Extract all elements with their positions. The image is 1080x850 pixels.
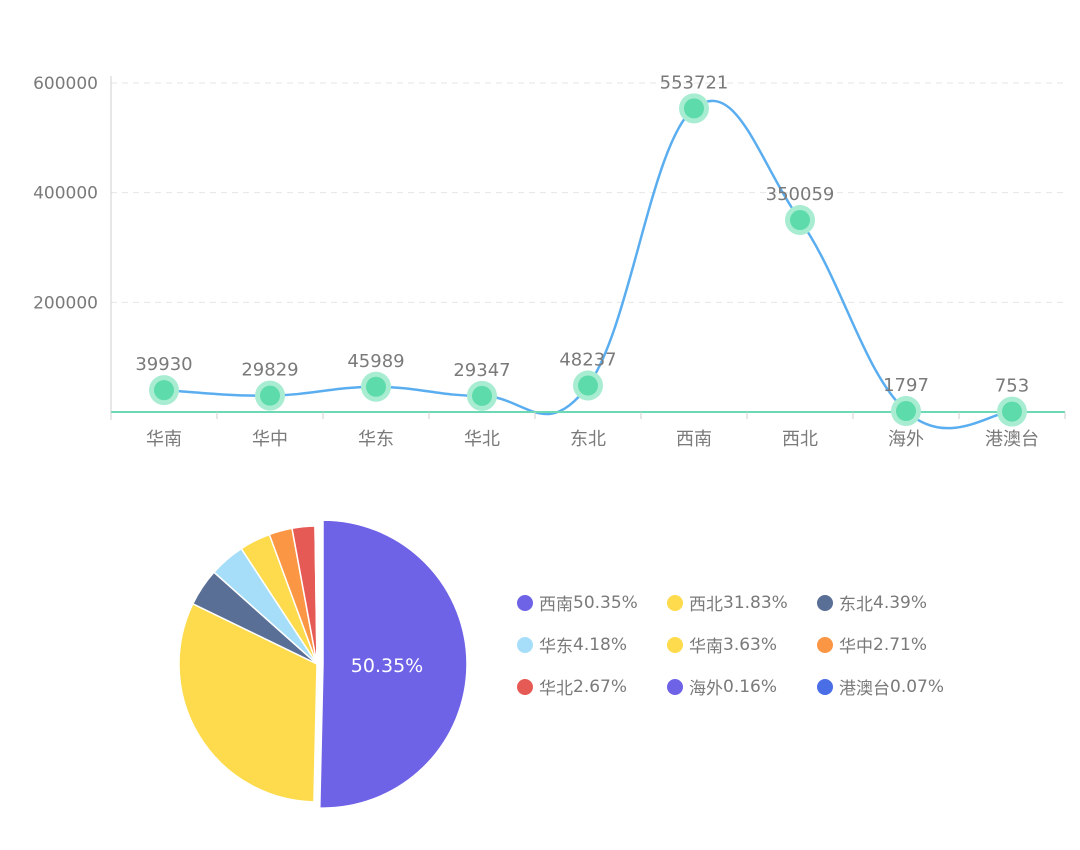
legend-dot-icon <box>667 594 683 611</box>
legend-label: 华南 <box>689 637 723 657</box>
pie-slice <box>178 602 318 803</box>
data-label: 350059 <box>766 184 835 205</box>
data-label: 48237 <box>559 350 616 371</box>
legend-label: 华中 <box>839 637 873 657</box>
legend-item[interactable]: 海外 0.16% <box>667 676 817 699</box>
pie-slice <box>319 519 468 809</box>
data-point <box>790 210 810 231</box>
legend-item[interactable]: 西南 50.35% <box>517 592 667 615</box>
data-label: 29347 <box>453 360 510 381</box>
legend-item[interactable]: 东北 4.39% <box>817 592 967 615</box>
legend-dot-icon <box>517 636 533 653</box>
data-label: 45989 <box>347 351 404 372</box>
x-tick-label: 港澳台 <box>985 429 1039 450</box>
series-line <box>163 99 1013 430</box>
x-tick-label: 华东 <box>358 429 394 450</box>
x-tick-label: 西南 <box>676 429 712 450</box>
legend-percent: 0.07% <box>890 676 945 697</box>
legend-percent: 4.18% <box>573 634 628 655</box>
data-point <box>1002 401 1022 422</box>
data-point <box>260 385 280 406</box>
pie-legend: 西南 50.35% 西北 31.83% 东北 4.39% 华东 4.18% 华南 3.63% 华中 2… <box>517 592 977 699</box>
x-tick-label: 华北 <box>464 429 500 450</box>
legend-item[interactable]: 港澳台 0.07% <box>817 676 967 699</box>
legend-dot-icon <box>817 636 833 653</box>
legend-label: 东北 <box>839 595 873 615</box>
legend-dot-icon <box>817 678 833 695</box>
legend-label: 华北 <box>539 679 573 699</box>
legend-item[interactable]: 华北 2.67% <box>517 676 667 699</box>
data-point <box>896 401 916 422</box>
legend-item[interactable]: 华南 3.63% <box>667 634 817 657</box>
legend-percent: 3.63% <box>723 634 778 655</box>
x-tick-label: 华中 <box>252 429 288 450</box>
y-tick-label: 400000 <box>33 184 98 204</box>
legend-label: 海外 <box>689 679 723 699</box>
data-point <box>366 376 386 397</box>
x-tick-label: 西北 <box>782 429 818 450</box>
legend-dot-icon <box>667 678 683 695</box>
data-label: 29829 <box>241 360 298 381</box>
legend-item[interactable]: 华东 4.18% <box>517 634 667 657</box>
legend-dot-icon <box>517 594 533 611</box>
legend-percent: 0.16% <box>723 676 778 697</box>
legend-label: 西北 <box>689 595 723 615</box>
x-tick-label: 东北 <box>570 429 606 450</box>
legend-percent: 2.67% <box>573 676 628 697</box>
legend-item[interactable]: 西北 31.83% <box>667 592 817 615</box>
legend-percent: 50.35% <box>573 592 638 613</box>
data-label: 553721 <box>660 72 729 93</box>
data-label: 753 <box>995 376 1029 397</box>
data-point <box>684 98 704 119</box>
legend-percent: 31.83% <box>723 592 788 613</box>
x-tick-label: 华南 <box>146 429 182 450</box>
y-tick-label: 200000 <box>33 293 98 313</box>
legend-label: 华东 <box>539 637 573 657</box>
legend-label: 港澳台 <box>839 679 890 699</box>
legend-label: 西南 <box>539 595 573 615</box>
slice-label: 50.35% <box>351 655 423 677</box>
data-label: 1797 <box>883 375 929 396</box>
data-label: 39930 <box>135 354 192 375</box>
legend-dot-icon <box>517 678 533 695</box>
pie-slice <box>315 525 318 665</box>
legend-percent: 4.39% <box>873 592 928 613</box>
data-point <box>578 375 598 396</box>
data-point <box>154 380 174 401</box>
pie-chart: 50.35% <box>178 519 468 809</box>
legend-item[interactable]: 华中 2.71% <box>817 634 967 657</box>
legend-percent: 2.71% <box>873 634 928 655</box>
legend-dot-icon <box>667 636 683 653</box>
y-tick-label: 600000 <box>33 74 98 94</box>
data-point <box>472 385 492 406</box>
legend-dot-icon <box>817 594 833 611</box>
line-chart: 200000 400000 600000 华南 华中 华东 华北 东北 西南 西北 海外 港澳台 399… <box>33 72 1066 450</box>
x-tick-label: 海外 <box>888 429 924 450</box>
